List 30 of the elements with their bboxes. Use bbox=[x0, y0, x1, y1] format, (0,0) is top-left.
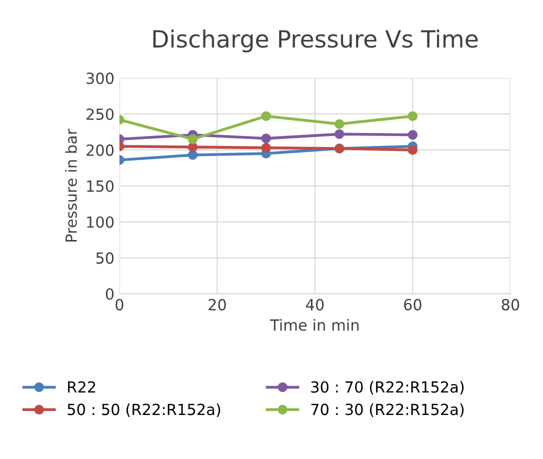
y-tick-label: 50 bbox=[96, 252, 114, 264]
legend-label: 30 : 70 (R22:R152a) bbox=[311, 380, 464, 395]
point bbox=[334, 119, 344, 129]
chart-title: Discharge Pressure Vs Time bbox=[153, 30, 478, 52]
y-axis-title: Pressure in bar bbox=[65, 128, 77, 242]
x-tick-label: 40 bbox=[306, 298, 324, 310]
x-axis-title: Time in min bbox=[270, 318, 359, 331]
legend-label: R22 bbox=[68, 381, 96, 393]
point bbox=[188, 134, 198, 144]
point bbox=[261, 134, 271, 144]
point bbox=[261, 142, 271, 153]
point bbox=[188, 142, 198, 152]
point bbox=[188, 150, 198, 160]
x-tick-label: 60 bbox=[404, 298, 422, 310]
y-tick-label: 300 bbox=[86, 72, 114, 84]
legend-label: 70 : 30 (R22:R152a) bbox=[311, 403, 464, 417]
point bbox=[408, 111, 418, 122]
point bbox=[334, 129, 344, 139]
legend-label: 50 : 50 (R22:R152a) bbox=[68, 403, 220, 417]
y-tick-label: 200 bbox=[86, 144, 114, 156]
x-tick-label: 80 bbox=[502, 298, 520, 310]
y-tick-label: 0 bbox=[106, 288, 114, 300]
y-tick-label: 100 bbox=[87, 216, 114, 228]
point bbox=[408, 145, 418, 155]
x-tick-label: 20 bbox=[208, 298, 226, 310]
point bbox=[408, 130, 418, 140]
y-tick-label: 150 bbox=[87, 180, 114, 192]
x-tick-label: 0 bbox=[116, 298, 124, 310]
point bbox=[261, 111, 271, 122]
y-tick-label: 250 bbox=[86, 108, 114, 120]
